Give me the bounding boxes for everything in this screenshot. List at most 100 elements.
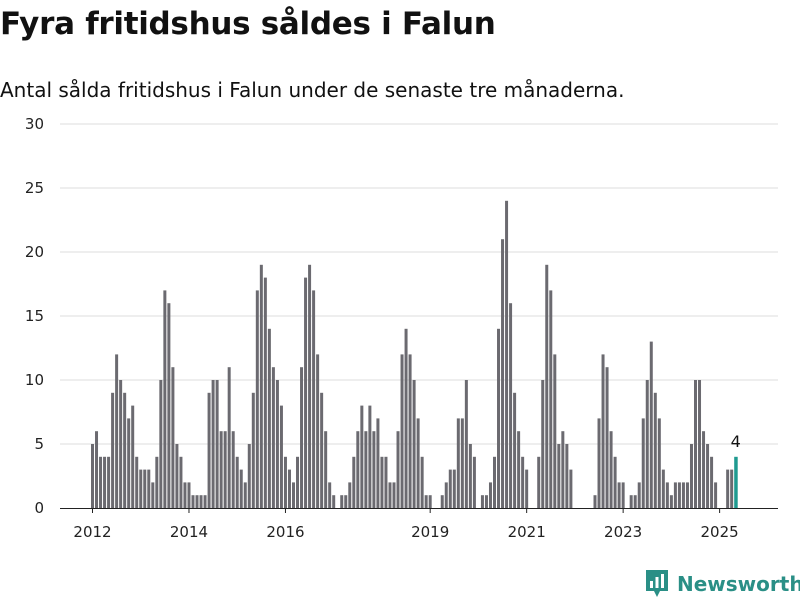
bar [91,444,94,508]
bar [243,482,247,508]
bar [488,482,492,508]
bar [203,495,207,508]
bar [702,431,706,508]
bar [135,456,139,508]
bar [497,328,501,508]
bar [328,482,332,508]
bar [316,354,320,508]
bar [147,469,151,508]
bar [505,200,509,509]
bar [292,482,295,508]
bar [396,431,400,508]
bar [175,444,179,508]
bar [103,456,107,508]
bar [633,495,637,508]
bar-highlight [734,456,738,508]
bar [645,380,649,508]
bar [227,367,231,508]
bar [344,495,348,508]
bar [408,354,412,508]
bar [259,264,263,508]
bar [255,290,259,508]
bar [557,444,561,508]
bar [127,418,131,508]
bar [131,405,135,508]
bar [657,418,661,508]
bar [726,469,730,508]
bar [541,380,545,508]
bar [143,469,147,508]
bar [380,456,384,508]
bar [714,482,718,508]
bar [569,469,573,508]
bar [613,456,617,508]
brand: Newsworthy [644,569,800,599]
bar [428,495,432,508]
bar [617,482,621,508]
bar [392,482,396,508]
bar [468,444,472,508]
bar [400,354,404,508]
bar [99,456,103,508]
bar [525,469,529,508]
bar [420,456,424,508]
bar [167,303,171,508]
bar [239,469,243,508]
bar [706,444,710,508]
x-axis: 2012 2014 2016 2019 2021 2023 2025 [60,508,778,541]
bar [509,303,513,508]
bar [352,456,356,508]
brand-name: Newsworthy [677,572,800,596]
bar [685,482,689,508]
bar [267,328,271,508]
x-tick-label: 2019 [411,523,449,541]
bar [501,239,505,508]
bar [673,482,677,508]
bar [251,392,255,508]
bar [537,456,541,508]
x-tick-label: 2025 [701,523,739,541]
bar [388,482,392,508]
bar [191,495,195,508]
bar [661,469,665,508]
bar [456,418,460,508]
bar [517,431,521,508]
bars [91,200,738,509]
x-tick-label: 2021 [508,523,546,541]
x-tick-label: 2016 [266,523,304,541]
bar [179,456,183,508]
bar [521,456,525,508]
chart-subtitle: Antal sålda fritidshus i Falun under de … [0,78,625,102]
bar [139,469,143,508]
bar [452,469,456,508]
bar [275,380,279,508]
bar [183,482,187,508]
bar [368,405,372,508]
bar [211,380,215,508]
bar [416,418,420,508]
bar [195,495,199,508]
y-tick-label: 25 [25,179,44,197]
bar [304,277,308,508]
bar [340,495,344,508]
bar [171,367,175,508]
bar [163,290,167,508]
bar [324,431,328,508]
y-axis-ticks: 0 5 10 15 20 25 30 [25,115,44,517]
bar [710,456,714,508]
bar [448,469,452,508]
bar [279,405,283,508]
bar [107,456,111,508]
bar [263,277,267,508]
bar [235,456,239,508]
bar [308,264,312,508]
bar [689,444,693,508]
bar-value-label: 4 [731,432,741,451]
y-tick-label: 20 [25,243,44,261]
y-tick-label: 15 [25,307,44,325]
bar [115,354,119,508]
bar [472,456,476,508]
bar [553,354,557,508]
bar [247,444,251,508]
bar [649,341,653,508]
